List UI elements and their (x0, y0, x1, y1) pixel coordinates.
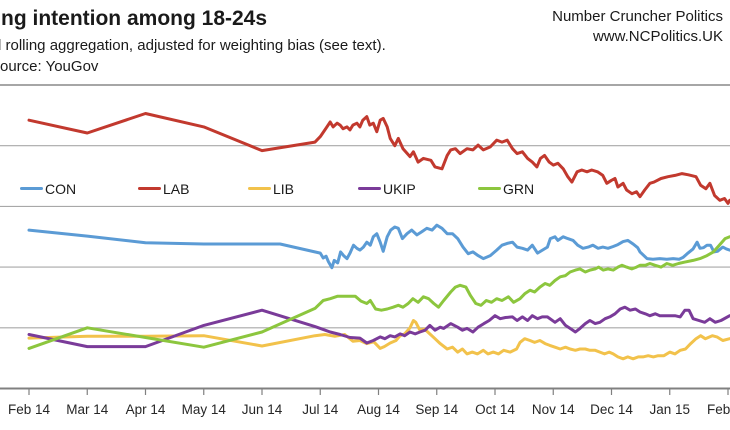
chart-subtitle: d rolling aggregation, adjusted for weig… (0, 37, 386, 54)
series-line-lib (27, 319, 730, 361)
series-line-ukip (27, 305, 730, 349)
brand-url: www.NCPolitics.UK (592, 28, 723, 45)
brand-name: Number Cruncher Politics (552, 8, 723, 25)
series-line-grn (27, 235, 730, 350)
series-line-lab (27, 112, 730, 205)
chart-source: ource: YouGov (0, 58, 99, 75)
series-line-con (27, 223, 730, 270)
page-title: ng intention among 18-24s (1, 7, 268, 30)
brand-block: Number Cruncher Politics www.NCPolitics.… (552, 7, 723, 47)
